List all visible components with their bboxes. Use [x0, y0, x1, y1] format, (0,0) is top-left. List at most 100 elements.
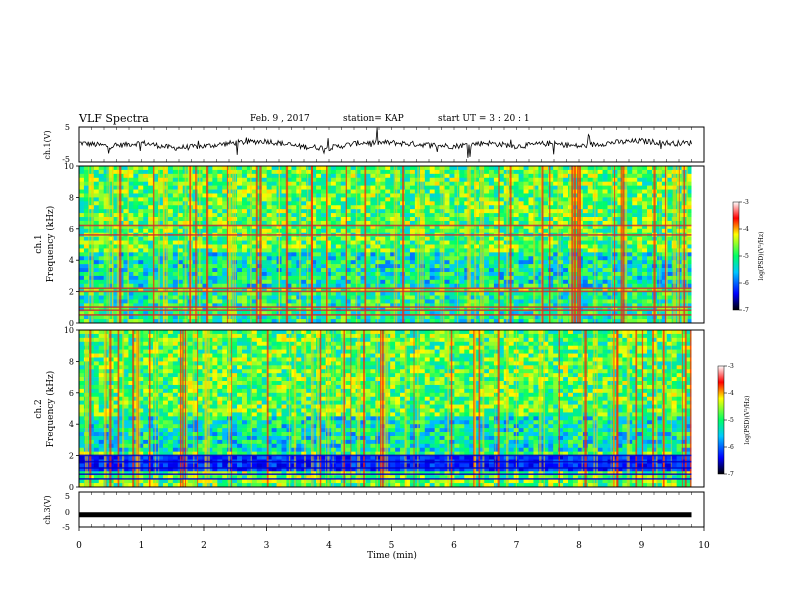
spectrogram-cell	[172, 315, 179, 320]
spectrogram-cell	[148, 220, 154, 226]
spectrogram-cell	[661, 213, 668, 218]
spectrogram-cell	[429, 166, 435, 171]
spectrogram-cell	[647, 166, 653, 171]
spectrogram-cell	[286, 311, 292, 316]
spectrogram-cell	[444, 319, 450, 324]
ch1-waveform-panel: 5 -5 ch.1(V)	[43, 123, 705, 164]
spectrogram-cell	[632, 295, 638, 300]
spectrogram-cell	[83, 240, 90, 245]
spectrogram-cell	[281, 252, 287, 257]
spectrogram-cell	[666, 228, 673, 234]
spectrogram-cell	[108, 287, 114, 292]
spectrogram-cell	[222, 279, 228, 285]
spectrogram-cell	[217, 185, 223, 190]
spectrogram-cell	[523, 205, 529, 210]
spectrogram-cell	[548, 271, 554, 277]
spectrogram-cell	[533, 244, 539, 249]
spectrogram-cell	[454, 279, 460, 285]
spectrogram-cell	[493, 319, 500, 324]
spectrogram-cell	[355, 228, 361, 234]
spectrogram-cell	[321, 166, 327, 171]
spectrogram-cell	[459, 303, 465, 308]
spectrogram-cell	[281, 185, 287, 190]
spectrogram-cell	[617, 224, 623, 230]
spectrogram-cell	[345, 193, 351, 198]
spectrogram-cell	[518, 209, 524, 214]
spectrogram-cell	[429, 315, 435, 320]
spectrogram-cell	[459, 319, 465, 324]
spectrogram-cell	[469, 220, 475, 226]
spectrogram-cell	[459, 291, 465, 296]
spectrogram-cell	[528, 287, 534, 292]
spectrogram-cell	[405, 193, 411, 198]
spectrogram-cell	[498, 275, 505, 281]
spectrogram-cell	[409, 291, 416, 296]
spectrogram-cell	[365, 303, 371, 308]
spectrogram-cell	[153, 279, 159, 285]
spectrogram-cell	[301, 299, 307, 304]
spectrogram-cell	[138, 228, 144, 234]
spectrogram-cell	[563, 213, 569, 218]
spectrogram-cell	[113, 256, 119, 261]
spectrogram-cell	[301, 279, 307, 285]
spectrogram-cell	[296, 303, 302, 308]
spectrogram-cell	[177, 189, 184, 194]
spectrogram-cell	[162, 299, 169, 304]
spectrogram-cell	[439, 217, 445, 222]
station-label: station= KAP	[343, 114, 404, 124]
spectrogram-cell	[666, 236, 673, 241]
spectrogram-cell	[553, 315, 559, 320]
spectrogram-cell	[449, 240, 455, 245]
spectrogram-cell	[202, 173, 208, 179]
spectrogram-cell	[266, 193, 272, 198]
spectrogram-cell	[533, 256, 539, 261]
spectrogram-cell	[602, 315, 608, 320]
spectrogram-cell	[513, 319, 519, 324]
impulsive-streak	[557, 166, 559, 323]
spectrogram-cell	[202, 315, 208, 320]
spectrogram-cell	[484, 209, 490, 214]
spectrogram-cell	[548, 181, 554, 186]
spectrogram-cell	[459, 197, 465, 202]
spectrogram-cell	[474, 189, 480, 194]
spectrogram-cell	[355, 244, 361, 249]
spectrogram-cell	[380, 209, 386, 214]
spectrogram-cell	[424, 264, 431, 269]
spectrogram-cell	[488, 303, 495, 308]
spectrogram-cell	[330, 279, 337, 285]
spectrogram-cell	[484, 248, 490, 253]
spectrogram-cell	[316, 315, 322, 320]
spectrogram-cell	[261, 315, 267, 320]
spectrogram-cell	[167, 240, 174, 245]
spectrogram-cell	[607, 287, 613, 292]
spectrogram-cell	[469, 287, 475, 292]
spectrogram-cell	[103, 287, 109, 292]
spectrogram-cell	[355, 169, 361, 175]
spectrogram-cell	[350, 193, 356, 198]
spectrogram-cell	[291, 256, 297, 261]
spectrogram-cell	[325, 287, 332, 292]
spectrogram-cell	[469, 268, 475, 273]
spectrogram-cell	[607, 260, 613, 265]
spectrogram-cell	[281, 299, 287, 304]
spectrogram-cell	[212, 236, 218, 241]
spectrogram-cell	[488, 220, 495, 226]
spectrogram-cell	[587, 260, 594, 265]
spectrogram-cell	[370, 209, 376, 214]
spectrogram-cell	[79, 315, 85, 320]
spectrogram-cell	[345, 268, 351, 273]
spectrogram-cell	[493, 173, 500, 179]
spectrogram-cell	[355, 315, 361, 320]
spectrogram-cell	[558, 181, 564, 186]
spectrogram-cell	[321, 315, 327, 320]
spectrogram-cell	[642, 252, 648, 257]
spectrogram-cell	[350, 287, 356, 292]
spectrogram-cell	[365, 197, 371, 202]
spectrogram-cell	[212, 271, 218, 277]
spectrogram-cell	[291, 181, 297, 186]
spectrogram-cell	[642, 275, 648, 281]
spectrogram-cell	[123, 287, 129, 292]
spectrogram-cell	[296, 283, 302, 288]
spectrogram-cell	[637, 177, 643, 182]
spectrogram-cell	[523, 252, 529, 257]
